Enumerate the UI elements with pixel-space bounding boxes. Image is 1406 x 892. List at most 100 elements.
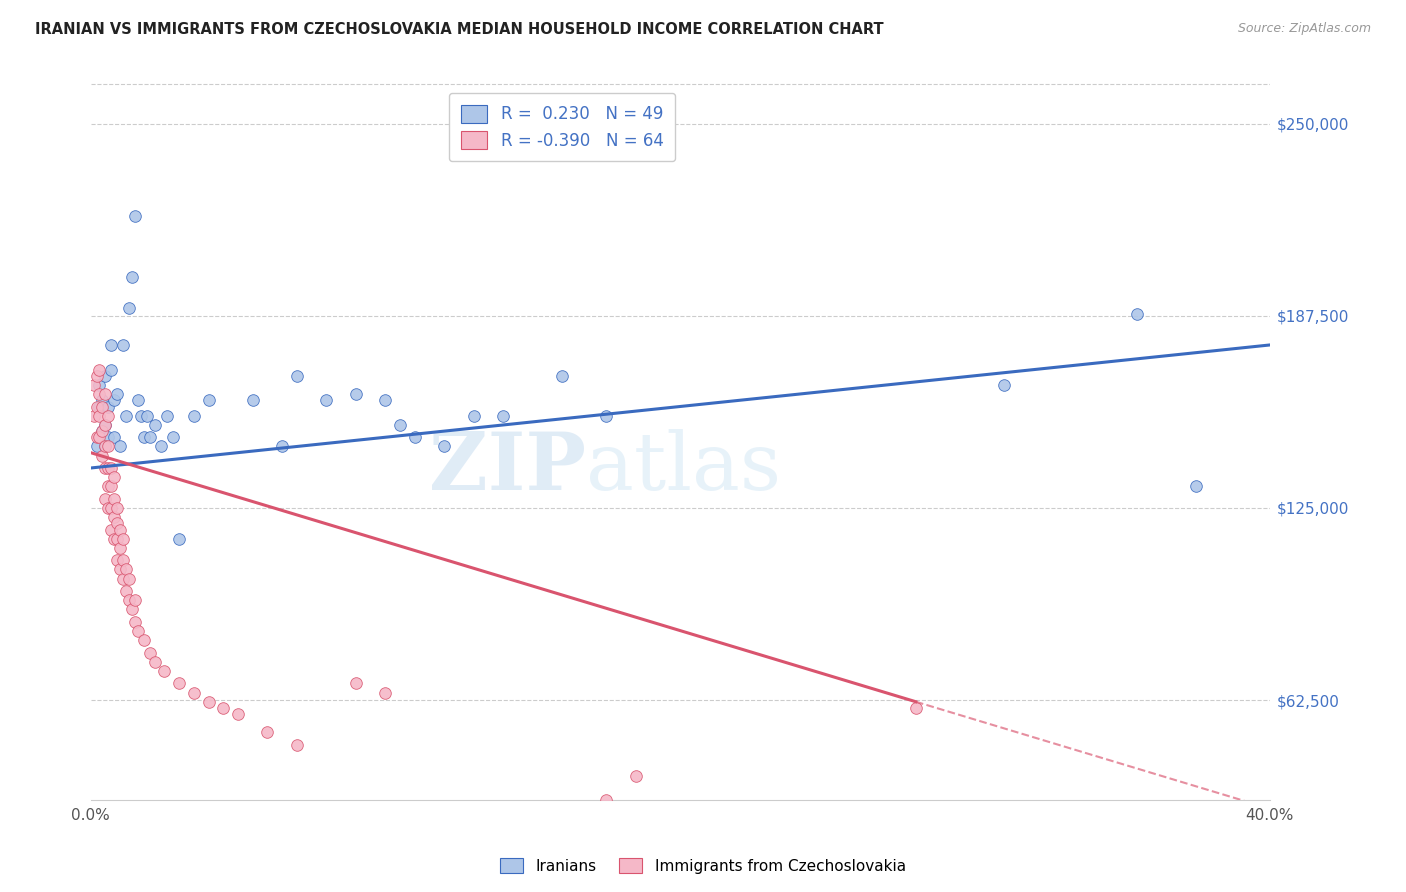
Point (132, 633, 155, 648)
Point (103, 470, 125, 484)
Point (344, 387, 367, 401)
Text: Source: ZipAtlas.com: Source: ZipAtlas.com (1237, 22, 1371, 36)
Point (344, 676, 367, 690)
Point (103, 510, 125, 524)
Point (138, 430, 160, 444)
Point (112, 553, 135, 567)
Point (89, 409, 111, 423)
Point (103, 430, 125, 444)
Point (94, 417, 117, 432)
Point (121, 602, 143, 616)
Point (100, 523, 122, 537)
Point (595, 793, 617, 807)
Point (145, 417, 167, 432)
Point (97, 400, 120, 414)
Point (145, 655, 167, 669)
Point (91, 449, 114, 463)
Point (91, 424, 114, 438)
Point (97, 430, 120, 444)
Point (112, 338, 135, 352)
Point (100, 338, 122, 352)
Point (226, 706, 249, 721)
Point (89, 430, 111, 444)
Point (132, 430, 155, 444)
Point (97, 461, 120, 475)
Point (100, 461, 122, 475)
Point (285, 738, 308, 752)
Point (374, 393, 396, 408)
Point (150, 440, 173, 454)
Point (86, 440, 108, 454)
Legend: Iranians, Immigrants from Czechoslovakia: Iranians, Immigrants from Czechoslovakia (494, 852, 912, 880)
Point (94, 368, 117, 383)
Point (89, 400, 111, 414)
Point (271, 440, 294, 454)
Point (115, 409, 138, 423)
Point (100, 479, 122, 493)
Point (167, 532, 190, 546)
Point (94, 387, 117, 401)
Point (595, 409, 617, 423)
Point (162, 430, 184, 444)
Point (433, 440, 456, 454)
Point (256, 725, 278, 739)
Point (118, 593, 141, 607)
Point (97, 479, 120, 493)
Point (105, 516, 128, 531)
Point (91, 400, 114, 414)
Point (112, 532, 135, 546)
Point (94, 417, 117, 432)
Point (167, 676, 190, 690)
Point (463, 409, 485, 423)
Point (97, 440, 120, 454)
Point (904, 701, 927, 715)
Point (138, 646, 160, 660)
Point (118, 572, 141, 586)
Point (97, 500, 120, 515)
Point (112, 572, 135, 586)
Point (100, 362, 122, 376)
Point (103, 393, 125, 408)
Point (103, 532, 125, 546)
Point (89, 387, 111, 401)
Point (153, 664, 176, 678)
Point (156, 409, 179, 423)
Point (100, 500, 122, 515)
Point (1126, 307, 1149, 321)
Point (83, 409, 105, 423)
Point (127, 624, 149, 638)
Point (242, 393, 264, 408)
Point (315, 393, 337, 408)
Text: ZIP: ZIP (429, 429, 586, 507)
Point (105, 532, 128, 546)
Point (285, 368, 308, 383)
Point (89, 378, 111, 392)
Point (108, 440, 131, 454)
Point (183, 409, 205, 423)
Point (115, 584, 138, 599)
Point (91, 393, 114, 408)
Point (108, 562, 131, 576)
Point (115, 562, 138, 576)
Point (624, 768, 647, 782)
Point (103, 491, 125, 506)
Point (197, 393, 219, 408)
Point (124, 593, 146, 607)
Point (94, 440, 117, 454)
Point (118, 301, 141, 315)
Point (86, 430, 108, 444)
Text: IRANIAN VS IMMIGRANTS FROM CZECHOSLOVAKIA MEDIAN HOUSEHOLD INCOME CORRELATION CH: IRANIAN VS IMMIGRANTS FROM CZECHOSLOVAKI… (35, 22, 884, 37)
Text: atlas: atlas (586, 429, 780, 507)
Point (121, 270, 143, 285)
Point (94, 491, 117, 506)
Point (89, 362, 111, 376)
Point (127, 393, 149, 408)
Point (551, 368, 574, 383)
Point (1185, 479, 1208, 493)
Point (374, 685, 396, 699)
Point (86, 368, 108, 383)
Point (91, 424, 114, 438)
Point (83, 378, 105, 392)
Point (105, 500, 128, 515)
Point (404, 430, 426, 444)
